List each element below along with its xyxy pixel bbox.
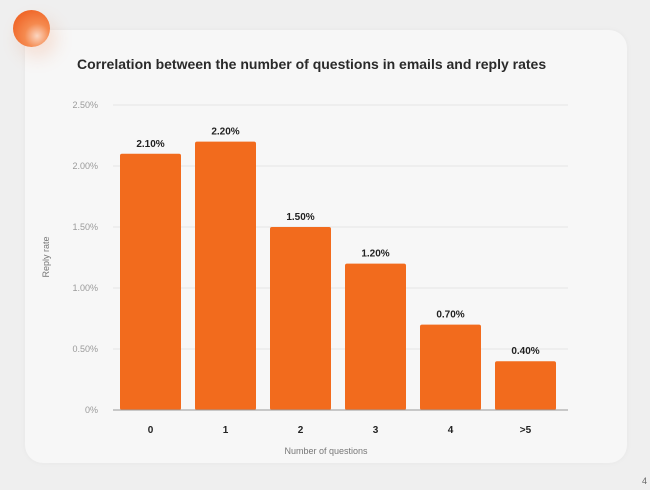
bar — [195, 141, 256, 410]
data-label: 1.50% — [286, 212, 314, 223]
y-tick-label: 0.50% — [72, 344, 98, 354]
data-label: 2.10% — [136, 139, 164, 150]
x-tick-label: >5 — [520, 425, 532, 436]
y-tick-label: 2.00% — [72, 161, 98, 171]
x-axis-label: Number of questions — [284, 446, 368, 456]
x-tick-label: 4 — [448, 425, 454, 436]
y-tick-label: 0% — [85, 405, 98, 415]
bar — [270, 227, 331, 410]
data-label: 0.70% — [436, 310, 464, 321]
data-label: 0.40% — [511, 346, 539, 357]
x-tick-label: 0 — [148, 425, 154, 436]
y-tick-label: 1.00% — [72, 283, 98, 293]
y-tick-label: 2.50% — [72, 100, 98, 110]
data-label: 2.20% — [211, 127, 239, 138]
y-axis-label: Reply rate — [41, 236, 51, 277]
x-tick-label: 2 — [298, 425, 304, 436]
bar — [345, 263, 406, 410]
data-label: 1.20% — [361, 249, 389, 260]
bar — [120, 153, 181, 411]
bar — [495, 361, 556, 410]
decorative-orb-icon — [13, 10, 50, 47]
page-number: 4 — [642, 476, 648, 486]
y-tick-label: 1.50% — [72, 222, 98, 232]
x-tick-label: 1 — [223, 425, 229, 436]
chart-title: Correlation between the number of questi… — [77, 56, 547, 72]
x-tick-label: 3 — [373, 425, 379, 436]
bar — [420, 324, 481, 410]
